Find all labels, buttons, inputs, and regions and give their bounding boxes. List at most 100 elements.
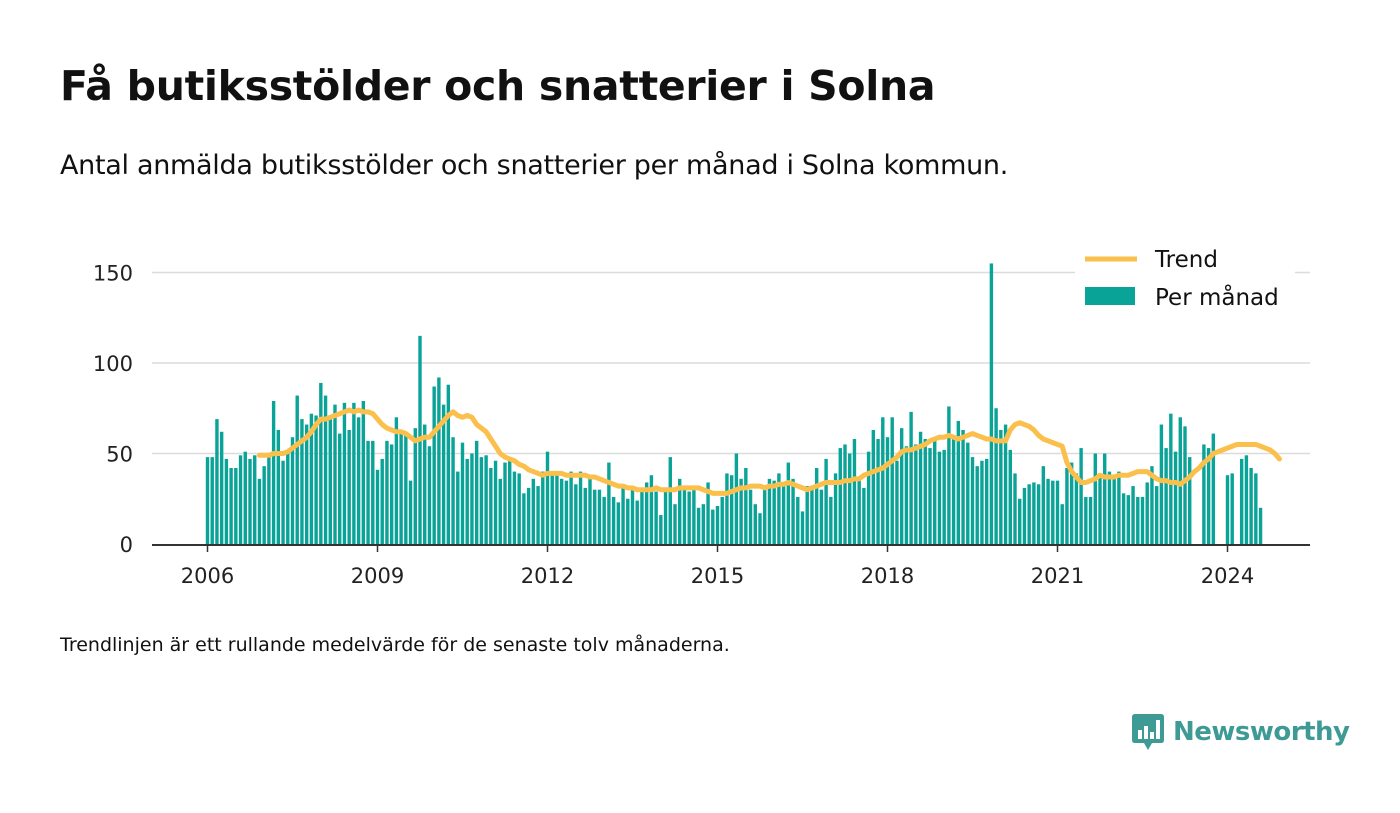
bar (819, 489, 824, 544)
bar (281, 460, 285, 544)
bar (1065, 467, 1069, 544)
bar (333, 404, 337, 544)
bar (574, 484, 578, 544)
bar (966, 442, 970, 544)
bar (432, 386, 436, 544)
bar (224, 458, 229, 544)
bar (479, 457, 484, 544)
bar (763, 486, 767, 544)
legend-bar-swatch (1085, 287, 1135, 305)
chart: 0 50 100 150 2006 2009 2012 2015 2018 2021 2024 T… (92, 240, 1310, 588)
bar (1206, 448, 1211, 544)
bar (706, 482, 710, 544)
bar (503, 462, 507, 544)
bar (229, 467, 233, 544)
bar (914, 444, 918, 544)
bar (890, 417, 894, 544)
bar (597, 489, 602, 544)
bar (300, 419, 304, 544)
bar (526, 487, 531, 544)
bar (758, 513, 762, 544)
bar (569, 471, 573, 544)
bar (257, 478, 262, 544)
bar (484, 455, 488, 544)
bar (531, 478, 536, 544)
brand: Newsworthy (1131, 712, 1350, 752)
bar (1041, 466, 1046, 544)
bar (555, 471, 559, 544)
bar (545, 451, 550, 544)
bar (687, 491, 691, 544)
bar (286, 453, 290, 544)
bar (512, 471, 517, 544)
bar (748, 489, 753, 544)
bar (810, 487, 814, 544)
bar (711, 509, 715, 544)
bar (1046, 478, 1050, 544)
bar (1140, 496, 1145, 544)
bar-series (205, 263, 1263, 544)
bar (1154, 486, 1159, 544)
bar (626, 498, 630, 544)
bar (1098, 475, 1102, 544)
bar (701, 504, 706, 544)
bar (942, 449, 946, 544)
bar (1145, 482, 1149, 544)
bar (1131, 486, 1135, 544)
bar (1093, 453, 1097, 544)
bar (319, 382, 323, 544)
bar (385, 440, 389, 544)
bar (380, 458, 384, 544)
bar (517, 473, 521, 544)
bar (508, 458, 512, 544)
bar (1117, 471, 1121, 544)
legend-trend-label: Trend (1154, 247, 1218, 273)
bar (1051, 480, 1055, 544)
bar (777, 473, 781, 544)
x-tick-label: 2018 (861, 564, 914, 588)
bar (616, 502, 621, 544)
y-tick-label: 0 (120, 533, 133, 557)
x-axis-labels: 2006 2009 2012 2015 2018 2021 2024 (181, 545, 1254, 588)
bar (437, 377, 441, 544)
chart-subtitle: Antal anmälda butiksstölder och snatteri… (60, 150, 1009, 181)
bar (753, 504, 757, 544)
bar (961, 429, 965, 544)
bar (465, 458, 469, 544)
bar (989, 263, 994, 544)
bar (696, 507, 701, 544)
bar (673, 504, 677, 544)
bar (1126, 495, 1131, 544)
bar (371, 440, 375, 544)
bar (933, 440, 937, 544)
bar (234, 467, 238, 544)
bar (848, 453, 852, 544)
bar (578, 471, 583, 544)
bar (947, 406, 951, 544)
bar (654, 491, 658, 544)
bar (1211, 433, 1216, 544)
bar (267, 453, 271, 544)
bar (720, 496, 724, 544)
bar (1202, 444, 1206, 544)
bar (366, 440, 370, 544)
bar (1244, 455, 1249, 544)
bar (984, 458, 989, 544)
bar (276, 429, 281, 544)
bar (352, 402, 356, 544)
bar (1225, 475, 1230, 544)
bar (1003, 424, 1008, 544)
bar (347, 429, 351, 544)
bar (1188, 457, 1192, 544)
x-tick-label: 2009 (351, 564, 404, 588)
bar (635, 500, 639, 544)
legend: Trend Per månad (1075, 240, 1295, 320)
bar (829, 496, 833, 544)
bar (205, 457, 210, 544)
bar (909, 411, 913, 544)
bar (937, 451, 942, 544)
bar (692, 486, 696, 544)
bar (715, 505, 720, 544)
x-tick-label: 2015 (691, 564, 744, 588)
bar (607, 462, 611, 544)
